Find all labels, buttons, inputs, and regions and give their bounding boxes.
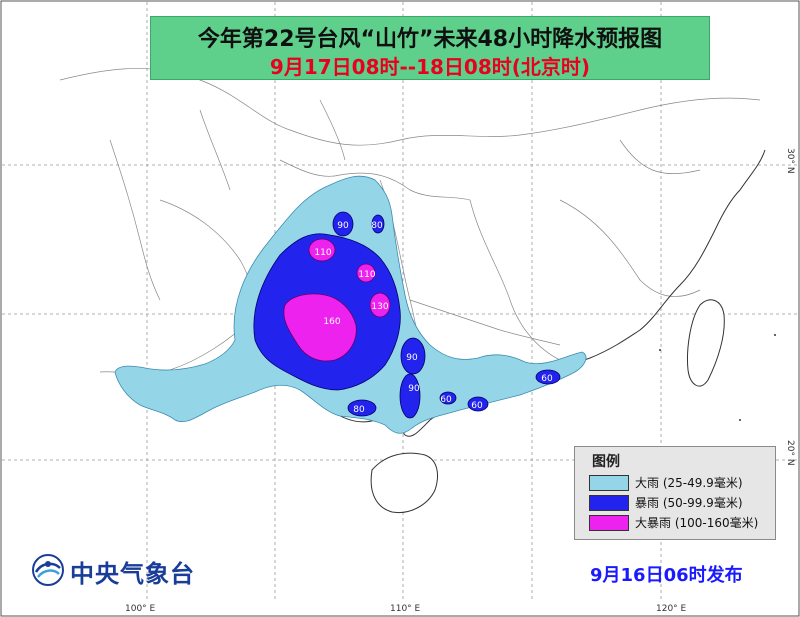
map-subtitle: 9月17日08时--18日08时(北京时) <box>269 55 591 79</box>
legend-label: 大雨 (25-49.9毫米) <box>635 476 743 490</box>
rain-label: 110 <box>314 248 331 258</box>
title-banner: 今年第22号台风“山竹”未来48小时降水预报图 9月17日08时--18日08时… <box>150 16 710 80</box>
lon-label-110: 110° E <box>390 604 421 614</box>
rain-label: 90 <box>406 353 418 363</box>
rain-label: 130 <box>371 302 388 312</box>
rain-label: 60 <box>440 395 452 405</box>
rain-label: 80 <box>353 405 365 415</box>
legend-label: 暴雨 (50-99.9毫米) <box>635 496 743 510</box>
map-legend: 图例 大雨 (25-49.9毫米) 暴雨 (50-99.9毫米) 大暴雨 (10… <box>574 446 776 540</box>
heavy-rainstorm-center <box>283 293 357 362</box>
rainstorm-cell-east <box>400 337 426 375</box>
legend-swatch-rainstorm <box>589 495 629 511</box>
organization-name: 中央气象台 <box>70 560 195 588</box>
legend-swatch-heavy-rain <box>589 475 629 491</box>
legend-title: 图例 <box>592 454 620 470</box>
lon-label-100: 100° E <box>125 604 156 614</box>
map-title: 今年第22号台风“山竹”未来48小时降水预报图 <box>197 27 663 52</box>
rainstorm-cell-nw <box>332 211 354 237</box>
lat-label-30: 30° N <box>785 148 795 174</box>
rain-label: 160 <box>323 317 340 327</box>
rain-label: 90 <box>337 221 349 231</box>
legend-label: 大暴雨 (100-160毫米) <box>635 516 759 530</box>
lat-label-20: 20° N <box>785 440 795 466</box>
rainstorm-cell-south <box>347 399 377 417</box>
lon-label-120: 120° E <box>656 604 687 614</box>
legend-swatch-heavy-rainstorm <box>589 515 629 531</box>
rainstorm-cell-coast3 <box>467 396 489 412</box>
rainstorm-cell-ne <box>371 214 385 234</box>
hainan-island <box>370 452 438 514</box>
rain-label: 60 <box>471 401 483 411</box>
rain-label: 60 <box>541 374 553 384</box>
rain-label: 80 <box>371 221 383 231</box>
heavy-rainstorm-nw <box>308 238 336 262</box>
issue-time: 9月16日06时发布 <box>590 565 743 586</box>
taiwan-island <box>687 299 725 387</box>
heavy-rainstorm-area <box>283 238 391 362</box>
rainstorm-cell-coast <box>399 373 421 419</box>
cma-logo-icon <box>32 554 64 586</box>
rainstorm-cell-coast2 <box>439 391 457 405</box>
rain-value-labels: 90 80 110 110 130 160 90 90 80 60 60 60 <box>314 221 553 415</box>
rain-label: 90 <box>408 384 420 394</box>
heavy-rainstorm-e <box>369 292 391 318</box>
organization-badge: 中央气象台 <box>30 552 194 588</box>
heavy-rainstorm-n <box>356 263 376 283</box>
rain-label: 110 <box>358 270 375 280</box>
rainstorm-cell-coast4 <box>535 369 561 385</box>
